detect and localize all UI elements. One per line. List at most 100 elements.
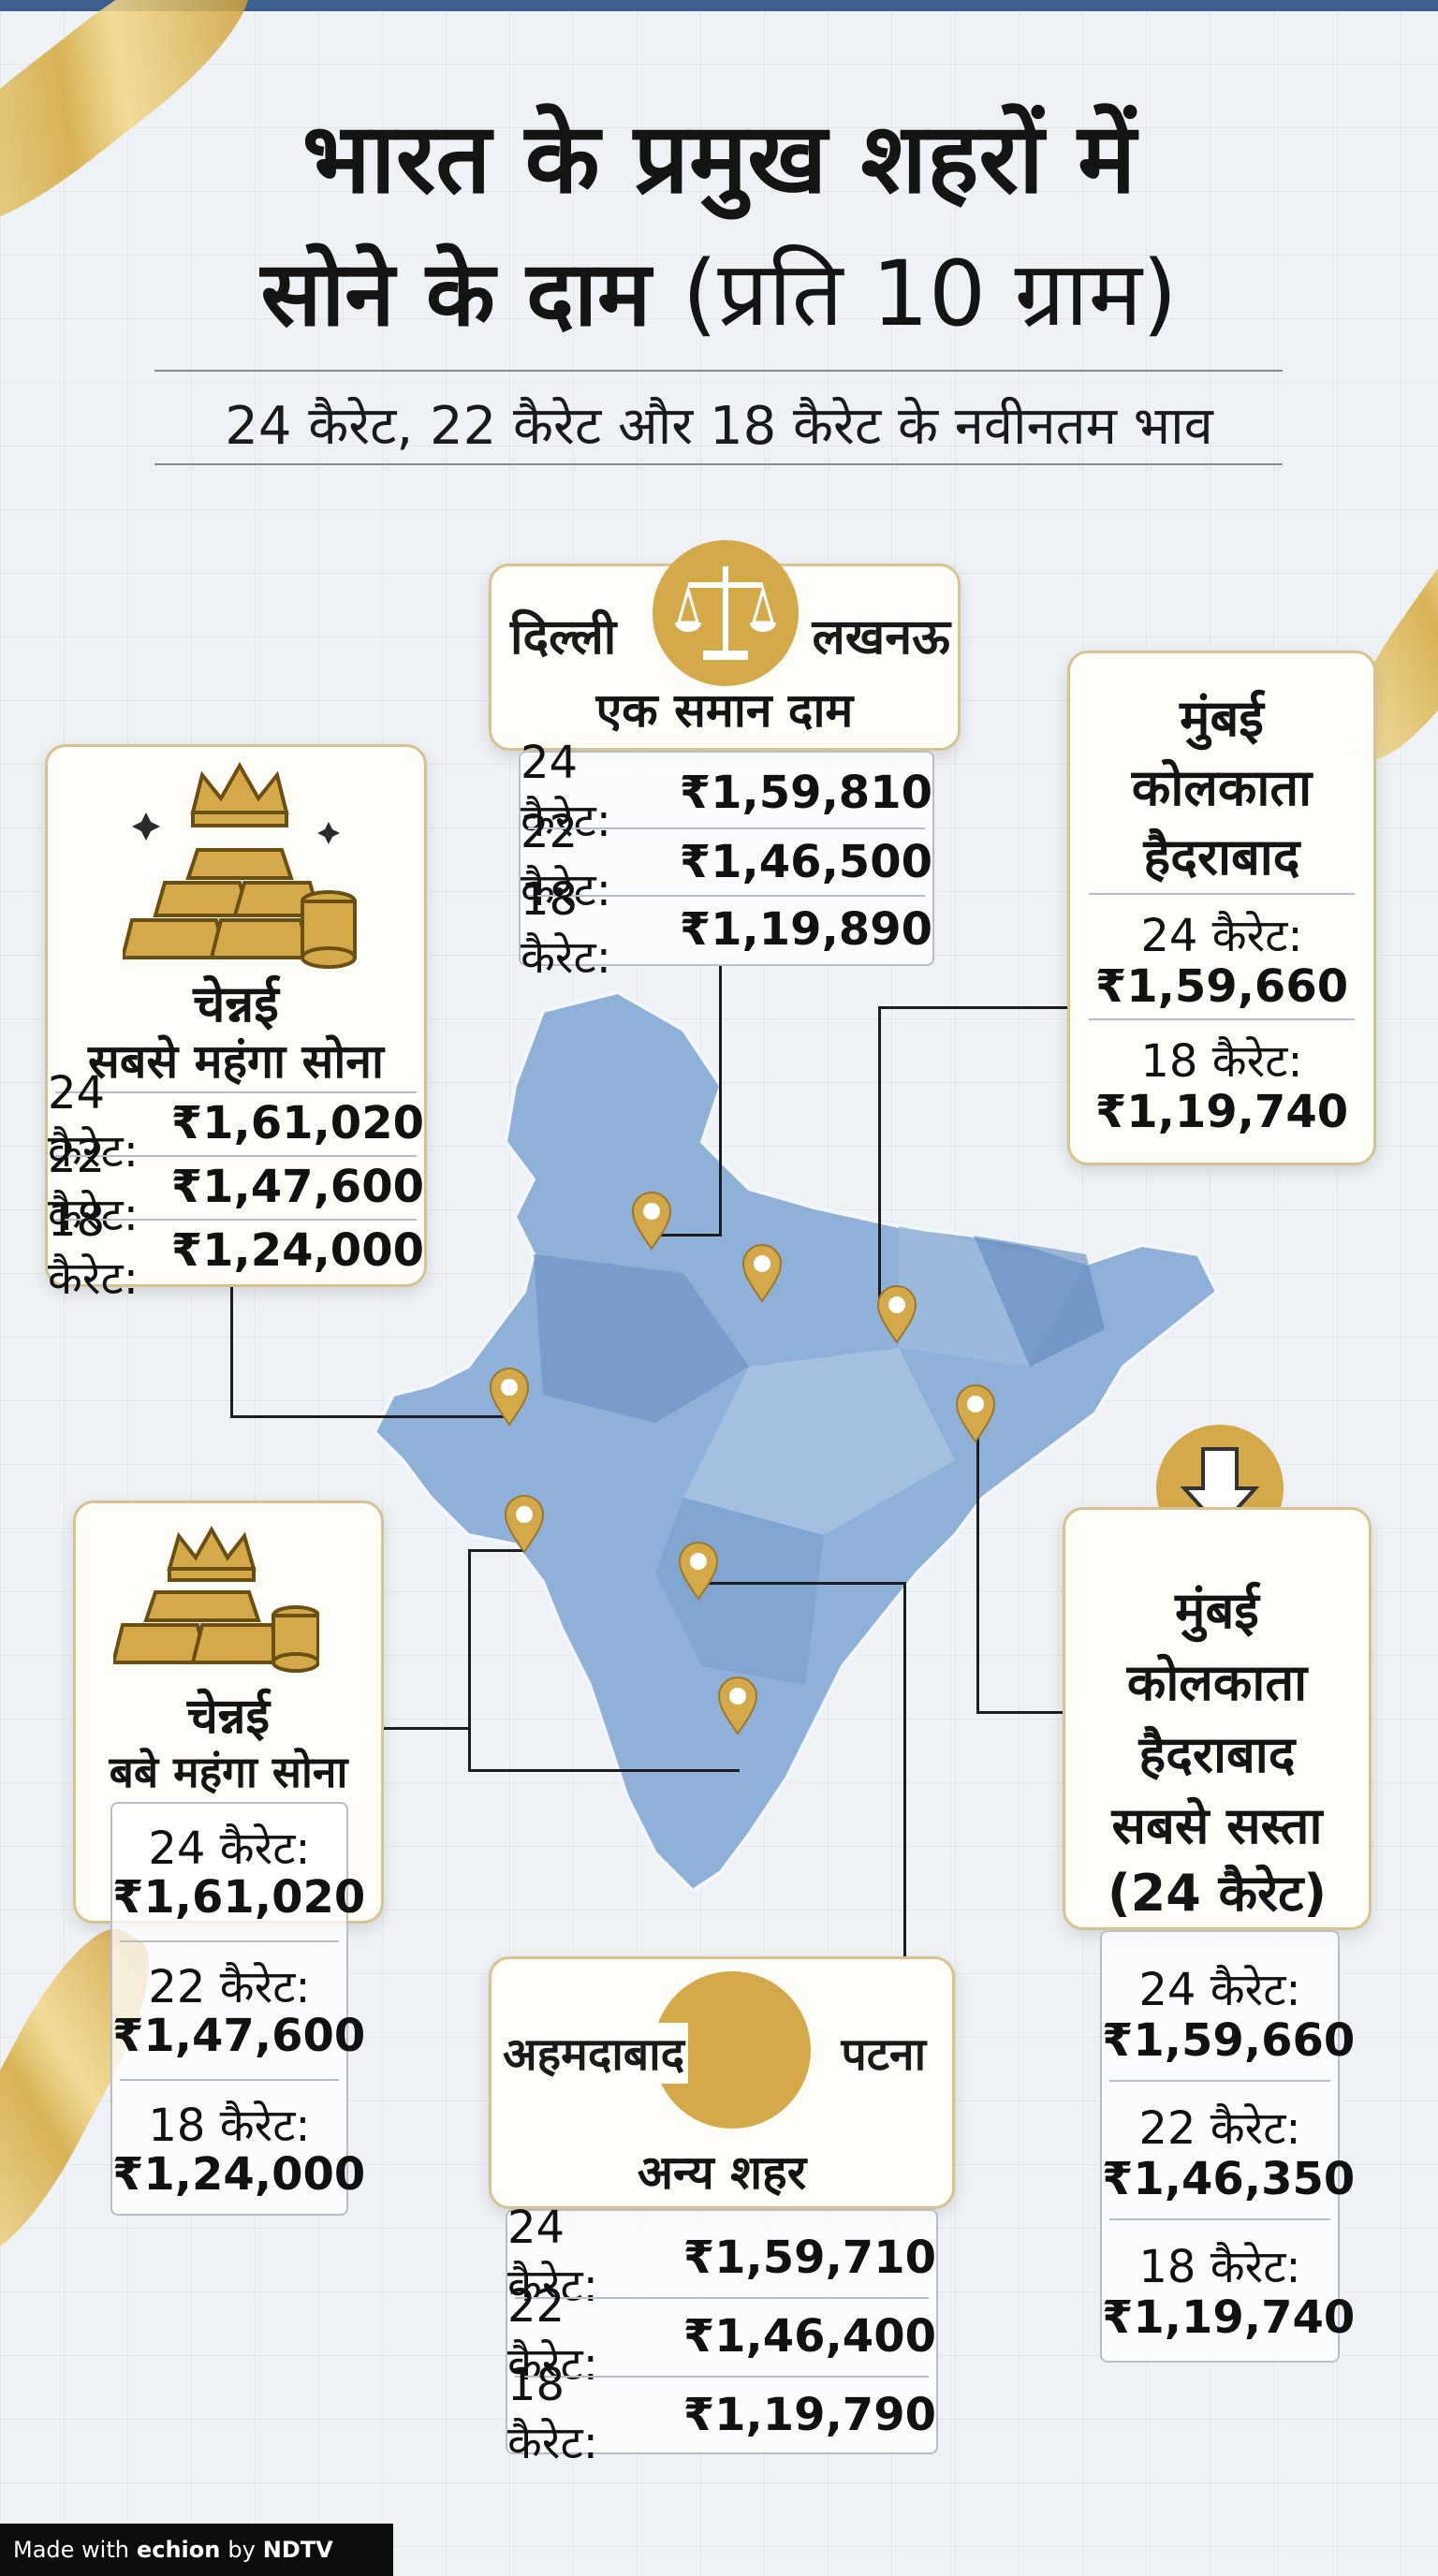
row-divider [120,1940,339,1942]
price-value: ₹1,19,890 [679,903,932,956]
price-label: 24 कैरेट: [1138,1964,1301,2016]
city-patna: पटना [841,2028,926,2081]
chennai-top-card: चेन्नई सबसे महंगा सोना 24 कैरेट: ₹1,61,02… [45,744,427,1305]
footer-suffix: by [227,2537,256,2563]
price-value: ₹1,46,400 [682,2310,936,2363]
location-pin-icon [876,1285,917,1344]
price-label: 22 कैरेट: [507,2279,598,2391]
delhi-caption: एक समान दाम [595,683,854,738]
price-label: 18 कैरेट: [1140,1035,1303,1088]
delhi-lucknow-card: दिल्ली लखनऊ एक समान दाम [489,540,961,751]
location-pin-icon [678,1542,719,1601]
connector-line [230,1415,511,1418]
city-mumbai: मुंबई [1175,1581,1259,1640]
price-value: ₹1,59,660 [1102,2014,1356,2067]
connector-line [468,1549,524,1552]
location-pin-icon [504,1495,545,1554]
price-value: ₹1,19,740 [1094,1086,1349,1138]
page-title-line1: भारत के प्रमुख शहरों में [301,101,1137,215]
connector-line [697,1582,905,1585]
other-caption: अन्य शहर [637,2145,807,2200]
price-value: ₹1,24,000 [112,2148,366,2201]
city-delhi: दिल्ली [510,609,617,666]
city-ahmedabad: अहमदाबाद [503,2023,689,2084]
price-value: ₹1,47,600 [170,1161,424,1213]
price-value: ₹1,59,710 [682,2232,936,2284]
other-cities-card: अहमदाबाद पटना अन्य शहर [489,1956,955,2209]
price-row: 24 कैरेट: ₹1,59,710 [507,2202,936,2312]
connector-line [878,1006,1075,1009]
row-divider [120,2079,339,2081]
row-divider [528,895,925,897]
price-label: 18 कैरेट: [521,872,611,984]
connector-line [655,1234,722,1237]
city-mumbai: मुंबई [1180,689,1264,748]
title-bold-part: सोने के दाम [260,242,652,346]
footer-prefix: Made with [13,2537,129,2563]
top-bar [0,0,1438,11]
gold-bars-crown-icon [113,1525,319,1673]
price-label: 24 कैरेट: [48,1066,139,1178]
row-divider [515,2376,929,2378]
city-kolkata: कोलकाता [1131,758,1313,817]
connector-line [719,964,722,1236]
footer-publisher: NDTV [262,2537,333,2563]
connector-line [903,1582,906,1956]
price-label: 24 कैरेट: [1140,910,1303,962]
connector-line [230,1287,233,1418]
row-divider [1109,2080,1330,2082]
other-cities-price-table: 24 कैरेट: ₹1,59,710 22 कैरेट: ₹1,46,400 18… [506,2202,938,2469]
scales-icon [653,540,799,686]
location-pin-icon [717,1676,758,1735]
connector-line [976,1711,1070,1714]
delhi-price-table: 24 कैरेट: ₹1,59,810 22 कैरेट: ₹1,46,500 18… [519,737,934,984]
price-row: 18 कैरेट: ₹1,19,890 [521,873,932,984]
price-label: 22 कैरेट: [1138,2102,1301,2155]
map-region [974,1236,1105,1367]
city-hyderabad: हैदराबाद [1143,827,1300,886]
price-label: 24 कैरेट: [521,736,611,847]
location-pin-icon [489,1368,530,1427]
map-region [683,1348,955,1535]
connector-line [878,1006,881,1306]
row-divider [55,1091,417,1093]
location-pin-icon [631,1192,672,1251]
price-label: 18 कैरेट: [48,1193,139,1305]
subtitle: 24 कैरेट, 22 कैरेट और 18 कैरेट के नवीनतम… [225,396,1213,457]
price-label: 22 कैरेट: [148,1961,311,2013]
connector-line [384,1727,468,1730]
footer-credit: Made with echion by NDTV [0,2524,393,2576]
chennai-caption: बबे महंगा सोना [109,1747,348,1797]
price-row: 24 कैरेट: ₹1,61,020 [48,1067,424,1178]
price-value: ₹1,19,740 [1102,2291,1356,2344]
row-divider [1109,2218,1330,2220]
map-region [534,1254,749,1423]
row-divider [55,1155,417,1157]
mumbai-kolkata-card: मुंबई कोलकाता हैदराबाद 24 कैरेट: ₹1,59,6… [1067,651,1376,1165]
price-row: 18 कैरेट: ₹1,24,000 [48,1194,424,1305]
price-row: 18 कैरेट: ₹1,19,790 [507,2359,936,2469]
cheapest-subcaption: (24 कैरेट) [1107,1864,1328,1923]
city-chennai: चेन्नई [186,1689,271,1745]
title-divider [154,370,1283,372]
chennai-bottom-price-table: 24 कैरेट: ₹1,61,020 22 कैरेट: ₹1,47,600 … [110,1802,366,2216]
price-label: 18 कैरेट: [1138,2241,1301,2293]
price-row: 22 कैरेट: ₹1,46,500 [521,806,932,916]
row-divider [1089,893,1355,895]
price-label: 24 कैरेट: [507,2201,598,2312]
cheapest-card: मुंबई कोलकाता हैदराबाद सबसे सस्ता (24 कै… [1063,1507,1372,1930]
footer-brand: echion [136,2537,221,2563]
price-value: ₹1,24,000 [170,1224,424,1277]
price-value: ₹1,46,350 [1102,2153,1356,2205]
price-row: 24 कैरेट: ₹1,59,810 [521,737,932,847]
connector-line [468,1549,471,1772]
price-label: 18 कैरेट: [148,2100,311,2152]
row-divider [55,1219,417,1221]
price-label: 22 कैरेट: [521,805,611,916]
price-value: ₹1,59,810 [679,767,932,819]
page-title-line2: सोने के दाम (प्रति 10 ग्राम) [0,229,1438,352]
city-kolkata: कोलकाता [1126,1653,1308,1712]
price-value: ₹1,59,660 [1094,960,1349,1013]
title-light-part: (प्रति 10 ग्राम) [682,242,1178,346]
price-label: 24 कैरेट: [148,1822,311,1875]
